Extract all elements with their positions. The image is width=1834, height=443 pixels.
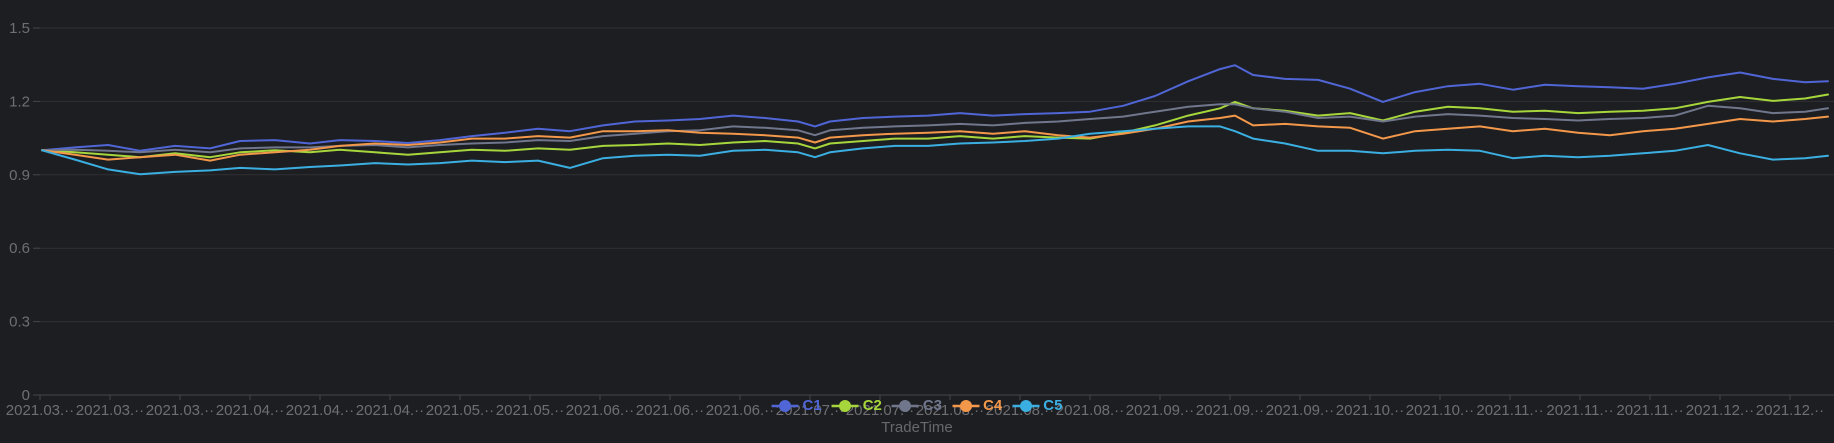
- legend-item-C1[interactable]: C1: [771, 397, 822, 414]
- x-axis-label: 2021.11.··: [1616, 402, 1683, 419]
- x-axis-label: 2021.06.··: [706, 402, 774, 419]
- x-axis-label: 2021.12.··: [1686, 402, 1754, 419]
- x-axis-label: 2021.10.··: [1406, 402, 1474, 419]
- legend-item-C3[interactable]: C3: [891, 397, 943, 414]
- x-axis-label: 2021.09.··: [1266, 402, 1334, 419]
- x-axis-label: 2021.11.··: [1546, 402, 1613, 419]
- x-axis-label: 2021.10.··: [1336, 402, 1404, 419]
- legend-line-dot-icon: [891, 400, 919, 412]
- x-axis-label: 2021.06.··: [566, 402, 634, 419]
- chart-legend: C1 C2 C3 C4 C5: [767, 398, 1068, 414]
- legend-label: C2: [862, 397, 882, 414]
- legend-item-C2[interactable]: C2: [831, 397, 882, 414]
- legend-label: C4: [983, 397, 1003, 414]
- x-axis-label: 2021.11.··: [1476, 402, 1543, 419]
- legend-item-C4[interactable]: C4: [952, 398, 1002, 414]
- series-line-C2: [41, 93, 1829, 159]
- x-axis-label: 2021.03.··: [146, 402, 214, 419]
- y-axis-label: 0.9: [9, 167, 30, 184]
- y-axis-label: 0: [22, 387, 30, 404]
- x-axis-label: 2021.09.··: [1196, 402, 1264, 419]
- x-axis-label: 2021.09.··: [1126, 402, 1194, 419]
- legend-label: C5: [1043, 397, 1063, 414]
- y-axis-label: 1.5: [9, 20, 30, 37]
- series-line-C4: [41, 114, 1829, 162]
- x-axis-label: 2021.04.··: [286, 402, 354, 419]
- x-axis-label: 2021.12.··: [1756, 402, 1824, 419]
- legend-line-dot-icon: [952, 400, 980, 412]
- y-axis-label: 0.6: [9, 240, 30, 257]
- legend-label: C3: [922, 397, 943, 414]
- legend-line-dot-icon: [1012, 400, 1040, 412]
- x-axis-title: TradeTime: [881, 419, 953, 436]
- x-axis-label: 2021.03.··: [6, 402, 74, 419]
- legend-label: C1: [802, 397, 822, 414]
- x-axis-label: 2021.04.··: [356, 402, 424, 419]
- x-axis-label: 2021.05.··: [426, 402, 494, 419]
- series-line-C1: [41, 64, 1829, 152]
- legend-item-C5[interactable]: C5: [1012, 398, 1062, 414]
- y-axis-label: 0.3: [9, 314, 30, 331]
- x-axis-label: 2021.04.··: [216, 402, 284, 419]
- legend-line-dot-icon: [831, 400, 859, 412]
- y-axis-label: 1.2: [9, 93, 30, 110]
- x-axis-label: 2021.03.··: [76, 402, 144, 419]
- series-line-C5: [41, 125, 1829, 176]
- legend-line-dot-icon: [771, 400, 799, 412]
- x-axis-label: 2021.05.··: [496, 402, 564, 419]
- x-axis-label: 2021.06.··: [636, 402, 704, 419]
- x-axis-label: 2021.08.··: [1056, 402, 1124, 419]
